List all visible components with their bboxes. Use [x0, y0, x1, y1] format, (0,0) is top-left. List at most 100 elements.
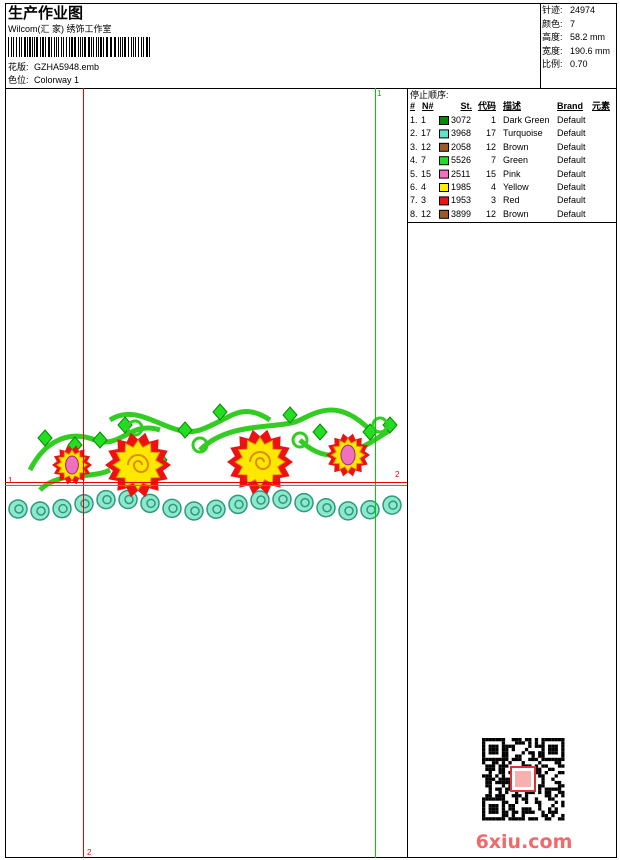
color-swatch — [439, 209, 449, 219]
embroidery — [8, 403, 402, 521]
qr-module — [524, 800, 529, 804]
color-swatch — [439, 142, 449, 152]
qr-module — [515, 800, 519, 804]
leaf — [37, 429, 53, 447]
qr-module — [534, 757, 539, 762]
qr-module — [491, 764, 496, 768]
bar — [96, 37, 97, 57]
qr-module — [538, 754, 542, 758]
qr-module — [508, 761, 512, 765]
qr-module — [508, 744, 512, 748]
bar — [54, 37, 55, 57]
qr-module — [495, 744, 499, 748]
qr-module — [554, 774, 558, 778]
bar — [27, 37, 28, 57]
stat-label: 比例: — [542, 59, 563, 69]
qr-module — [505, 751, 509, 755]
row-index: 2. — [410, 128, 418, 139]
qr-module — [488, 771, 492, 775]
qr-module — [528, 757, 532, 762]
needle: 15 — [421, 168, 432, 179]
qr-module — [498, 757, 502, 762]
column-header: 元素 — [592, 101, 611, 111]
qr-module — [482, 810, 486, 814]
qr-module — [538, 744, 542, 748]
qr-module — [498, 787, 502, 791]
qr-module — [561, 804, 565, 808]
scroll — [250, 490, 270, 510]
qr-module — [541, 741, 545, 745]
qr-module — [548, 751, 552, 755]
qr-module — [551, 751, 555, 755]
qr-module — [501, 780, 506, 785]
qr-module — [485, 780, 489, 785]
swirl — [249, 451, 272, 470]
qr-module — [515, 738, 519, 742]
stat-value: 24974 — [570, 5, 596, 15]
bar — [40, 37, 41, 57]
row-index: 7. — [410, 195, 418, 206]
qr-module — [548, 794, 552, 798]
brand: Default — [557, 128, 586, 139]
stat-value: 7 — [570, 18, 576, 29]
qr-module — [541, 813, 545, 818]
qr-module — [518, 817, 522, 821]
qr-module — [561, 744, 565, 748]
qr-module — [511, 807, 515, 811]
qr-module — [495, 804, 499, 808]
qr-module — [561, 800, 565, 804]
bar — [103, 37, 104, 57]
qr-module — [495, 807, 499, 811]
bar — [66, 37, 67, 57]
bud — [340, 444, 356, 466]
petals — [234, 436, 286, 488]
qr-module — [534, 797, 539, 801]
bar — [32, 37, 33, 57]
qr-module — [538, 771, 542, 775]
brand: Default — [557, 141, 586, 152]
scroll — [190, 506, 200, 516]
stitches: 3899 — [451, 208, 472, 219]
qr-module — [561, 794, 565, 798]
qr-module — [551, 813, 555, 818]
vine — [108, 408, 272, 435]
scroll — [212, 504, 222, 514]
qr-module — [534, 764, 539, 768]
qr-module — [551, 777, 555, 781]
qr-module — [488, 751, 492, 755]
description: Pink — [503, 168, 521, 179]
needle: 3 — [421, 195, 427, 206]
qr-module — [501, 751, 506, 755]
scroll — [272, 489, 292, 509]
bar — [141, 37, 142, 57]
qr-module — [495, 738, 499, 742]
qr-module — [551, 810, 555, 814]
qr-module — [488, 764, 492, 768]
scroll — [140, 493, 160, 514]
qr-module — [491, 761, 496, 765]
leaf — [282, 406, 298, 424]
bar — [29, 37, 31, 57]
qr-module — [498, 764, 502, 768]
qr-module — [482, 813, 486, 818]
qr-module — [501, 754, 506, 758]
scroll — [146, 498, 156, 509]
bar — [91, 37, 92, 57]
qr-module — [521, 761, 525, 765]
qr-module — [528, 810, 532, 814]
stitches: 1953 — [451, 195, 472, 206]
description: Yellow — [503, 182, 529, 192]
scroll — [162, 498, 182, 519]
scroll — [36, 506, 46, 516]
qr-module — [554, 787, 558, 791]
qr-module — [544, 764, 548, 768]
qr-module — [498, 738, 502, 742]
qr-module — [561, 813, 565, 818]
qr-module — [561, 754, 565, 758]
qr-module — [482, 817, 486, 821]
qr-module — [482, 747, 486, 752]
needle: 4 — [421, 182, 427, 192]
qr-module — [557, 817, 562, 821]
scroll — [256, 495, 266, 505]
bar — [21, 37, 22, 57]
